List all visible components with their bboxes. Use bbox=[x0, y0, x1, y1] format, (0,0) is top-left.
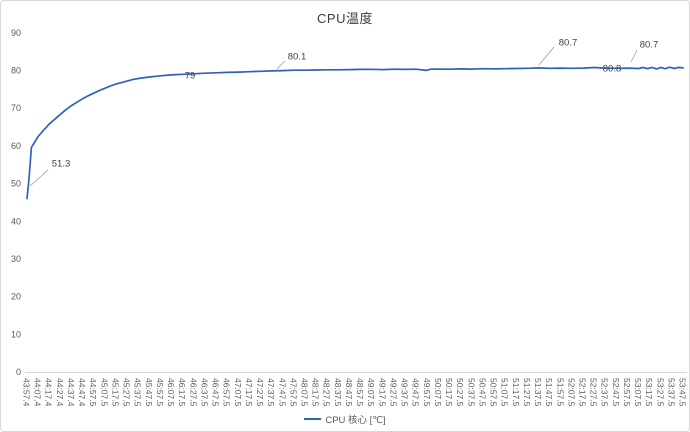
x-axis-label: 53:47.5 bbox=[678, 378, 688, 407]
x-axis-label: 46:27.5 bbox=[188, 378, 198, 407]
x-axis-label: 51:57.5 bbox=[555, 378, 565, 407]
x-axis-label: 49:07.5 bbox=[366, 378, 376, 407]
annotation-leader-line bbox=[29, 169, 49, 187]
data-point-label: 80.8 bbox=[603, 64, 622, 75]
x-axis-label: 46:07.5 bbox=[166, 378, 176, 407]
y-axis-label: 40 bbox=[11, 216, 21, 226]
x-axis-label: 51:17.5 bbox=[511, 378, 521, 407]
x-axis-label: 46:57.5 bbox=[222, 378, 232, 407]
y-axis-label: 60 bbox=[11, 141, 21, 151]
y-axis-label: 0 bbox=[16, 367, 21, 377]
x-axis-label: 50:47.5 bbox=[477, 378, 487, 407]
x-axis-label: 53:37.5 bbox=[666, 378, 676, 407]
x-axis-label: 44:27.4 bbox=[55, 378, 65, 407]
x-axis-label: 46:17.5 bbox=[177, 378, 187, 407]
x-axis-label: 47:57.5 bbox=[288, 378, 298, 407]
x-axis-label: 43:57.4 bbox=[22, 378, 32, 407]
x-axis-label: 44:07.4 bbox=[33, 378, 43, 407]
x-axis-label: 52:27.5 bbox=[589, 378, 599, 407]
x-axis-label: 51:07.5 bbox=[500, 378, 510, 407]
x-axis-label: 48:07.5 bbox=[300, 378, 310, 407]
y-axis-label: 90 bbox=[11, 28, 21, 38]
chart-title: CPU温度 bbox=[317, 11, 373, 26]
y-axis-label: 20 bbox=[11, 292, 21, 302]
annotation-leader-line bbox=[276, 60, 286, 70]
x-axis-label: 52:57.5 bbox=[622, 378, 632, 407]
x-axis-label: 49:17.5 bbox=[377, 378, 387, 407]
x-axis-label: 44:47.4 bbox=[77, 378, 87, 407]
x-axis-label: 44:57.5 bbox=[88, 378, 98, 407]
x-axis-label: 48:17.5 bbox=[311, 378, 321, 407]
data-point-label: 80.7 bbox=[640, 40, 659, 51]
x-axis-label: 45:37.5 bbox=[133, 378, 143, 407]
y-axis-label: 80 bbox=[11, 66, 21, 76]
x-axis-label: 46:47.5 bbox=[211, 378, 221, 407]
x-axis-label: 53:07.5 bbox=[633, 378, 643, 407]
data-point-label: 79 bbox=[185, 71, 196, 82]
x-axis-label: 48:57.5 bbox=[355, 378, 365, 407]
x-axis-label: 50:27.5 bbox=[455, 378, 465, 407]
x-axis-label: 44:17.4 bbox=[44, 378, 54, 407]
legend-label: CPU 核心 [℃] bbox=[325, 415, 386, 426]
y-axis-label: 50 bbox=[11, 179, 21, 189]
data-point-label: 51.3 bbox=[52, 159, 71, 170]
x-axis-label: 49:47.5 bbox=[411, 378, 421, 407]
x-axis-label: 49:27.5 bbox=[388, 378, 398, 407]
y-axis-label: 70 bbox=[11, 103, 21, 113]
x-axis-label: 52:47.5 bbox=[611, 378, 621, 407]
x-axis-label: 47:17.5 bbox=[244, 378, 254, 407]
x-axis-label: 48:27.5 bbox=[322, 378, 332, 407]
y-axis-label: 30 bbox=[11, 254, 21, 264]
x-axis-label: 50:17.5 bbox=[444, 378, 454, 407]
x-axis-label: 48:37.5 bbox=[333, 378, 343, 407]
x-axis-label: 48:47.5 bbox=[344, 378, 354, 407]
x-axis-label: 47:47.5 bbox=[277, 378, 287, 407]
x-axis-label: 45:17.5 bbox=[110, 378, 120, 407]
x-axis-label: 51:47.5 bbox=[544, 378, 554, 407]
data-point-label: 80.7 bbox=[559, 38, 578, 49]
x-axis-label: 46:37.5 bbox=[199, 378, 209, 407]
x-axis-label: 51:27.5 bbox=[522, 378, 532, 407]
y-axis-label: 10 bbox=[11, 329, 21, 339]
x-axis-label: 49:37.5 bbox=[400, 378, 410, 407]
x-axis-label: 47:37.5 bbox=[266, 378, 276, 407]
x-axis-label: 44:37.4 bbox=[66, 378, 76, 407]
x-axis-label: 50:07.5 bbox=[433, 378, 443, 407]
series-line bbox=[26, 66, 684, 200]
x-axis-label: 49:57.5 bbox=[422, 378, 432, 407]
x-axis-label: 52:17.5 bbox=[578, 378, 588, 407]
x-axis-label: 50:57.5 bbox=[489, 378, 499, 407]
x-axis-label: 45:27.5 bbox=[122, 378, 132, 407]
x-axis-label: 47:27.5 bbox=[255, 378, 265, 407]
x-axis-label: 45:57.5 bbox=[155, 378, 165, 407]
legend-line-marker bbox=[304, 418, 322, 420]
x-axis-label: 53:17.5 bbox=[644, 378, 654, 407]
annotation-leader-line bbox=[630, 49, 638, 63]
legend: CPU 核心 [℃] bbox=[1, 412, 689, 426]
x-axis-label: 47:07.5 bbox=[233, 378, 243, 407]
x-axis-label: 53:27.5 bbox=[655, 378, 665, 407]
x-axis-label: 52:07.5 bbox=[566, 378, 576, 407]
annotation-leader-line bbox=[538, 46, 555, 66]
x-axis-label: 45:07.5 bbox=[99, 378, 109, 407]
data-point-label: 80.1 bbox=[288, 52, 307, 63]
x-axis-label: 45:47.5 bbox=[144, 378, 154, 407]
x-axis-label: 50:37.5 bbox=[466, 378, 476, 407]
x-axis-label: 51:37.5 bbox=[533, 378, 543, 407]
x-axis-label: 52:37.5 bbox=[600, 378, 610, 407]
